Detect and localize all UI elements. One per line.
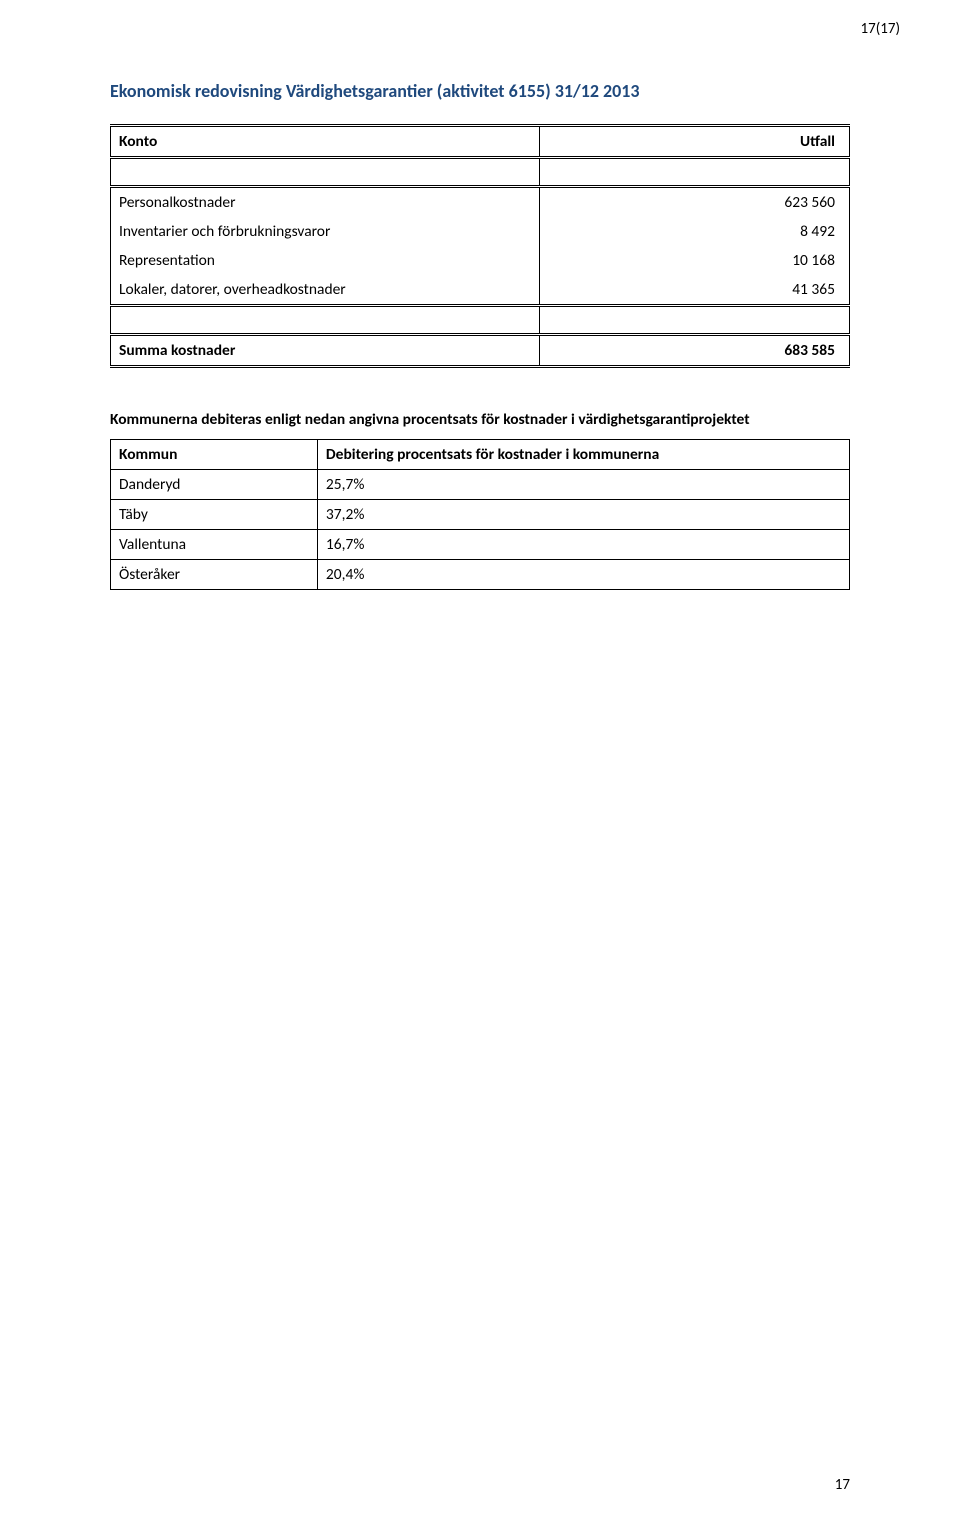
cost-label: Lokaler, datorer, overheadkostnader xyxy=(111,275,540,306)
cost-total-label: Summa kostnader xyxy=(111,335,540,367)
cost-label: Inventarier och förbrukningsvaror xyxy=(111,217,540,246)
document-page: 17(17) Ekonomisk redovisning Värdighetsg… xyxy=(0,0,960,1524)
debit-kommun: Österåker xyxy=(111,559,318,589)
cost-table-spacer xyxy=(111,306,850,335)
debit-kommun: Danderyd xyxy=(111,469,318,499)
cost-value: 41 365 xyxy=(539,275,849,306)
debit-pct: 37,2% xyxy=(317,499,849,529)
page-indicator-top: 17(17) xyxy=(860,20,900,38)
cost-table-col-konto: Konto xyxy=(111,126,540,158)
debit-table-header-row: Kommun Debitering procentsats för kostna… xyxy=(111,439,850,469)
cost-table-col-utfall: Utfall xyxy=(539,126,849,158)
debit-table-row: Österåker 20,4% xyxy=(111,559,850,589)
document-title: Ekonomisk redovisning Värdighetsgarantie… xyxy=(110,80,850,102)
cost-table-row: Lokaler, datorer, overheadkostnader 41 3… xyxy=(111,275,850,306)
debit-table-row: Täby 37,2% xyxy=(111,499,850,529)
debit-kommun: Täby xyxy=(111,499,318,529)
debit-pct: 16,7% xyxy=(317,529,849,559)
debit-col-kommun: Kommun xyxy=(111,439,318,469)
cost-value: 8 492 xyxy=(539,217,849,246)
cost-label: Personalkostnader xyxy=(111,187,540,218)
debit-col-pct: Debitering procentsats för kostnader i k… xyxy=(317,439,849,469)
cost-table-spacer xyxy=(111,158,850,187)
cost-table-total-row: Summa kostnader 683 585 xyxy=(111,335,850,367)
cost-table-row: Personalkostnader 623 560 xyxy=(111,187,850,218)
debit-pct: 25,7% xyxy=(317,469,849,499)
cost-table: Konto Utfall Personalkostnader 623 560 I… xyxy=(110,124,850,368)
debit-kommun: Vallentuna xyxy=(111,529,318,559)
debit-table: Kommun Debitering procentsats för kostna… xyxy=(110,439,850,590)
debit-intro: Kommunerna debiteras enligt nedan angivn… xyxy=(110,410,850,431)
debit-table-row: Danderyd 25,7% xyxy=(111,469,850,499)
cost-table-row: Representation 10 168 xyxy=(111,246,850,275)
cost-value: 623 560 xyxy=(539,187,849,218)
debit-table-row: Vallentuna 16,7% xyxy=(111,529,850,559)
page-number-footer: 17 xyxy=(835,1476,850,1494)
cost-table-header-row: Konto Utfall xyxy=(111,126,850,158)
cost-value: 10 168 xyxy=(539,246,849,275)
cost-label: Representation xyxy=(111,246,540,275)
cost-table-row: Inventarier och förbrukningsvaror 8 492 xyxy=(111,217,850,246)
debit-pct: 20,4% xyxy=(317,559,849,589)
cost-total-value: 683 585 xyxy=(539,335,849,367)
